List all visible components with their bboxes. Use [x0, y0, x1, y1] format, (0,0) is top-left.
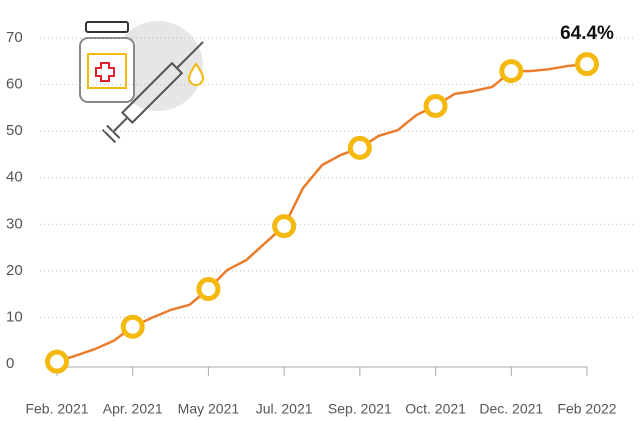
x-tick-label: Oct. 2021 — [405, 401, 466, 417]
data-marker — [575, 52, 599, 77]
y-tick-label: 40 — [6, 169, 23, 186]
y-tick-label: 10 — [6, 308, 23, 325]
x-tick-label: Sep. 2021 — [328, 401, 392, 417]
vaccine-icon — [79, 21, 205, 144]
data-marker — [45, 349, 69, 374]
y-tick-label: 50 — [6, 122, 23, 139]
data-marker — [499, 59, 524, 84]
x-tick-label: Jul. 2021 — [256, 401, 313, 417]
y-tick-label: 60 — [6, 76, 23, 93]
y-tick-label: 20 — [6, 262, 23, 279]
y-tick-label: 70 — [6, 29, 23, 46]
data-marker — [272, 214, 297, 239]
x-tick-label: Feb 2022 — [557, 401, 616, 417]
data-marker — [120, 314, 145, 339]
y-tick-label: 30 — [6, 215, 23, 232]
data-marker — [196, 277, 221, 302]
y-tick-label: 0 — [6, 355, 14, 372]
data-marker — [423, 93, 448, 118]
x-tick-label: May 2021 — [178, 401, 240, 417]
x-tick-label: Dec. 2021 — [479, 401, 543, 417]
x-tick-label: Feb. 2021 — [25, 401, 88, 417]
data-marker — [347, 135, 372, 160]
x-tick-label: Apr. 2021 — [103, 401, 163, 417]
series-line — [56, 62, 588, 363]
data-label: 64.4% — [560, 23, 614, 44]
